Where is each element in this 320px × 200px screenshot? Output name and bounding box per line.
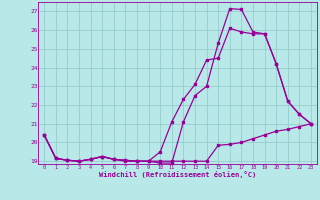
X-axis label: Windchill (Refroidissement éolien,°C): Windchill (Refroidissement éolien,°C) <box>99 171 256 178</box>
